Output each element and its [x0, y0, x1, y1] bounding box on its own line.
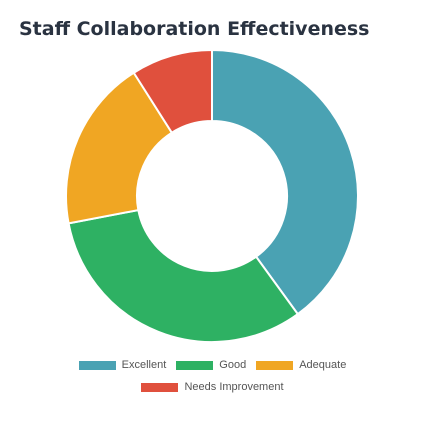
- slice-excellent[interactable]: [211, 48, 359, 316]
- chart-title: Staff Collaboration Effectiveness: [19, 18, 370, 40]
- legend-label: Needs Improvement: [184, 381, 284, 393]
- chart-legend: Excellent Good Adequate Needs Improvement: [0, 358, 425, 402]
- legend-label: Excellent: [121, 359, 167, 371]
- legend-swatch: [78, 360, 116, 370]
- slice-adequate[interactable]: [65, 71, 174, 225]
- legend-swatch: [141, 382, 179, 392]
- legend-item-excellent[interactable]: Excellent: [78, 359, 167, 371]
- legend-item-adequate[interactable]: Adequate: [256, 359, 346, 371]
- slice-needs-improvement[interactable]: [132, 48, 213, 135]
- slice-good[interactable]: [67, 208, 300, 343]
- legend-row: Excellent Good Adequate: [0, 358, 425, 372]
- legend-item-good[interactable]: Good: [176, 359, 246, 371]
- legend-item-needs-improvement[interactable]: Needs Improvement: [141, 381, 284, 393]
- legend-swatch: [256, 360, 294, 370]
- legend-row: Needs Improvement: [0, 380, 425, 394]
- legend-label: Adequate: [299, 359, 347, 371]
- legend-label: Good: [219, 359, 247, 371]
- legend-swatch: [176, 360, 214, 370]
